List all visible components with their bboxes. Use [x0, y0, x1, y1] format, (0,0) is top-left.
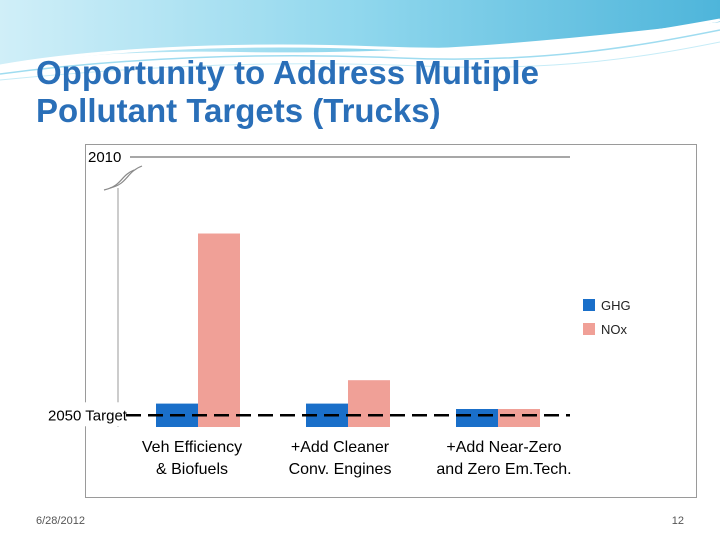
legend-label-nox: NOx — [601, 322, 628, 337]
category-label-0: Veh Efficiency & Biofuels — [142, 439, 242, 478]
chart-category-labels: Veh Efficiency & Biofuels +Add Cleaner Conv… — [142, 439, 572, 478]
axis-break-mark — [110, 166, 142, 188]
chart-reference-lines: 2050 Target 2010 — [44, 146, 570, 426]
footer-date: 6/28/2012 — [36, 515, 85, 527]
reference-label-2050-target: 2050 Target — [48, 407, 128, 424]
category-label-line: & Biofuels — [156, 461, 228, 478]
category-label-line: Conv. Engines — [289, 461, 392, 478]
legend-label-ghg: GHG — [601, 298, 631, 313]
bar-nox-1 — [348, 380, 390, 427]
chart-axes — [104, 166, 142, 427]
category-label-line: Veh Efficiency — [142, 439, 242, 456]
chart-legend: GHG NOx — [583, 298, 631, 337]
category-label-line: and Zero Em.Tech. — [436, 461, 571, 478]
axis-break-mark — [104, 170, 134, 190]
bar-nox-2 — [498, 409, 540, 427]
legend-swatch-ghg — [583, 299, 595, 311]
page-number: 12 — [672, 515, 684, 527]
chart-bars — [156, 234, 540, 428]
bar-ghg-2 — [456, 409, 498, 427]
category-label-1: +Add Cleaner Conv. Engines — [289, 439, 392, 478]
bar-nox-0 — [198, 234, 240, 428]
category-label-line: +Add Cleaner — [291, 439, 390, 456]
category-label-line: +Add Near-Zero — [446, 439, 561, 456]
reference-label-2010: 2010 — [88, 149, 121, 166]
category-label-2: +Add Near-Zero and Zero Em.Tech. — [436, 439, 571, 478]
legend-swatch-nox — [583, 323, 595, 335]
